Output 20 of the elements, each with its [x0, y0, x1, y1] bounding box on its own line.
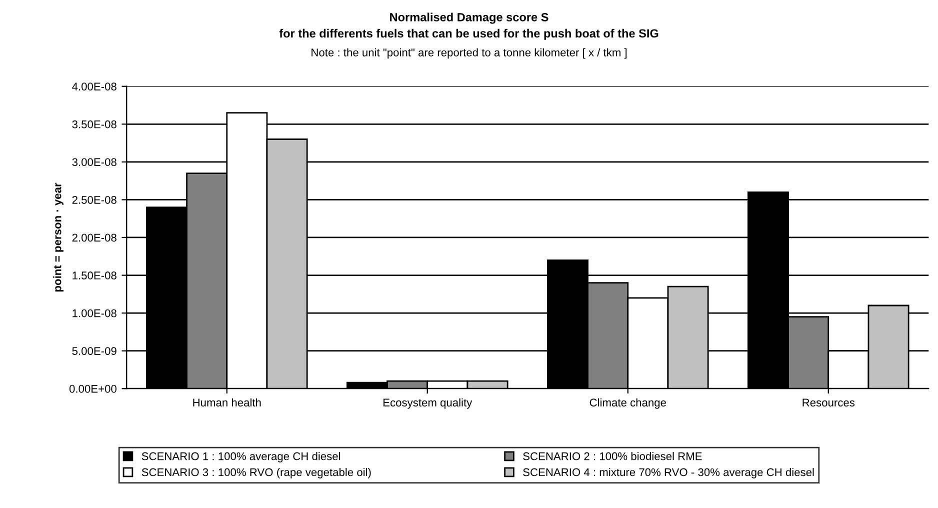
legend-label: SCENARIO 2 : 100% biodiesel RME [523, 452, 702, 460]
y-tick-label: 1.00E-08 [72, 309, 116, 318]
legend-label: SCENARIO 4 : mixture 70% RVO - 30% average CH diesel [523, 468, 814, 478]
y-tick-label: 3.00E-08 [72, 158, 116, 166]
legend-label: SCENARIO 1 : 100% average CH diesel [142, 452, 340, 462]
y-tick-label: 2.00E-08 [72, 234, 116, 242]
y-axis-title: point = person · year [53, 182, 64, 292]
y-tick-label: 0.00E+00 [69, 384, 116, 393]
legend-label: SCENARIO 3 : 100% RVO (rape vegetable oil) [142, 468, 371, 478]
x-tick-label: Ecosystem quality [384, 398, 472, 409]
y-tick-label: 4.00E-08 [72, 82, 116, 90]
y-tick-label: 1.50E-08 [72, 272, 116, 280]
x-tick-label: Resources [802, 398, 855, 407]
y-tick-label: 2.50E-08 [72, 196, 116, 204]
x-tick-label: Climate change [590, 398, 666, 409]
y-tick-label: 3.50E-08 [72, 120, 116, 128]
chart-title: Normalised Damage score S for the differents fuels that can be used for the push boat of the SIG [279, 12, 658, 40]
chart-subtitle: Note : the unit "point" are reported to a tonne kilometer [ x / tkm ] [312, 48, 627, 59]
y-tick-label: 5.00E-09 [72, 347, 116, 355]
x-tick-label: Human health [193, 398, 261, 407]
